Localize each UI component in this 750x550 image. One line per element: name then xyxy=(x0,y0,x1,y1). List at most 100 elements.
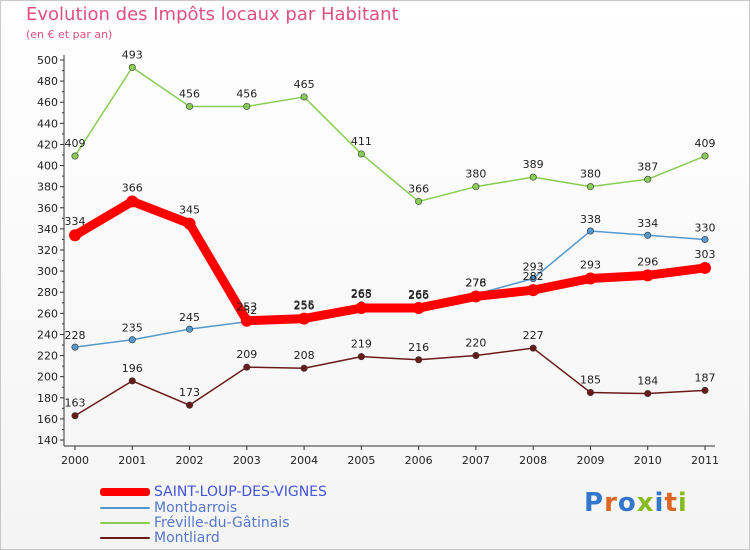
data-point xyxy=(300,93,308,101)
data-point xyxy=(701,235,709,243)
data-point xyxy=(71,343,79,351)
data-point xyxy=(186,325,194,333)
series-line-0 xyxy=(70,196,710,326)
data-label: 456 xyxy=(236,87,257,100)
legend-swatch xyxy=(100,537,150,539)
data-label: 303 xyxy=(695,248,716,261)
data-point xyxy=(71,152,79,160)
legend-item-montbarrois: Montbarrois xyxy=(100,500,237,516)
data-point xyxy=(586,388,594,396)
y-tick-label: 240 xyxy=(37,328,58,341)
data-label: 219 xyxy=(351,338,372,351)
data-label: 380 xyxy=(465,168,486,181)
data-label: 293 xyxy=(523,261,544,274)
data-label: 366 xyxy=(408,182,429,195)
data-label: 389 xyxy=(523,158,544,171)
data-label: 265 xyxy=(408,288,429,301)
legend-item-montliard: Montliard xyxy=(100,530,220,546)
data-label: 334 xyxy=(65,215,86,228)
data-label: 380 xyxy=(580,168,601,181)
data-point xyxy=(412,302,425,315)
data-label: 227 xyxy=(523,329,544,342)
legend-label: Montbarrois xyxy=(154,500,238,516)
data-label: 256 xyxy=(294,300,315,313)
y-tick-label: 500 xyxy=(37,54,58,67)
data-point xyxy=(472,183,480,191)
data-point xyxy=(644,390,652,398)
data-label: 266 xyxy=(408,289,429,302)
x-tick-label: 2010 xyxy=(634,454,662,467)
data-label: 196 xyxy=(122,362,143,375)
data-label: 493 xyxy=(122,48,143,61)
legend-label: Montliard xyxy=(154,530,220,546)
data-point xyxy=(240,314,253,327)
x-tick-label: 2007 xyxy=(462,454,490,467)
data-label: 187 xyxy=(695,371,716,384)
data-point xyxy=(699,261,711,274)
data-label: 456 xyxy=(179,87,200,100)
data-point xyxy=(469,290,482,303)
data-label: 235 xyxy=(122,322,143,335)
data-point xyxy=(701,152,709,160)
data-point xyxy=(415,197,423,205)
y-tick-label: 360 xyxy=(37,202,58,215)
data-point xyxy=(69,229,81,242)
data-label: 220 xyxy=(465,337,486,350)
x-tick-label: 2003 xyxy=(233,454,261,467)
data-label: 255 xyxy=(294,299,315,312)
data-label: 330 xyxy=(695,221,716,234)
data-label: 366 xyxy=(122,181,143,194)
data-label: 465 xyxy=(294,78,315,91)
data-point xyxy=(529,173,537,181)
x-tick-label: 2001 xyxy=(118,454,146,467)
data-label: 387 xyxy=(637,160,658,173)
data-label: 184 xyxy=(637,375,658,388)
y-tick-label: 320 xyxy=(37,244,58,257)
data-point xyxy=(128,336,136,344)
data-point xyxy=(357,353,365,361)
x-tick-label: 2008 xyxy=(519,454,547,467)
data-point xyxy=(529,274,537,282)
data-label: 253 xyxy=(236,301,257,314)
data-point xyxy=(243,102,251,110)
data-point xyxy=(415,356,423,364)
legend-swatch xyxy=(100,522,150,524)
data-point xyxy=(186,102,194,110)
data-label: 296 xyxy=(637,255,658,268)
data-label: 163 xyxy=(65,397,86,410)
x-tick-label: 2011 xyxy=(691,454,719,467)
data-point xyxy=(186,401,194,409)
data-point xyxy=(357,150,365,158)
data-point xyxy=(472,352,480,360)
data-point xyxy=(243,363,251,371)
data-point xyxy=(183,217,196,230)
chart-subtitle: (en € et par an) xyxy=(26,28,113,41)
data-point xyxy=(126,195,139,208)
data-point xyxy=(128,63,136,71)
y-tick-label: 160 xyxy=(37,413,58,426)
y-tick-label: 460 xyxy=(37,96,58,109)
data-point xyxy=(71,412,79,420)
data-point xyxy=(128,377,136,385)
data-label: 293 xyxy=(580,259,601,272)
data-label: 411 xyxy=(351,135,372,148)
data-label: 245 xyxy=(179,311,200,324)
y-tick-label: 280 xyxy=(37,286,58,299)
data-point xyxy=(641,269,654,282)
legend-swatch xyxy=(100,507,150,509)
y-tick-label: 300 xyxy=(37,265,58,278)
x-tick-label: 2005 xyxy=(347,454,375,467)
data-label: 409 xyxy=(695,137,716,150)
proxiti-logo: Proxiti xyxy=(584,488,688,518)
series-line-2 xyxy=(74,66,706,203)
data-point xyxy=(355,302,368,315)
data-label: 409 xyxy=(65,137,86,150)
x-tick-label: 2006 xyxy=(405,454,433,467)
x-tick-label: 2009 xyxy=(576,454,604,467)
data-point xyxy=(586,183,594,191)
data-point xyxy=(584,272,597,285)
x-tick-label: 2004 xyxy=(290,454,318,467)
y-tick-label: 220 xyxy=(37,350,58,363)
data-point xyxy=(298,312,311,325)
y-tick-label: 480 xyxy=(37,75,58,88)
